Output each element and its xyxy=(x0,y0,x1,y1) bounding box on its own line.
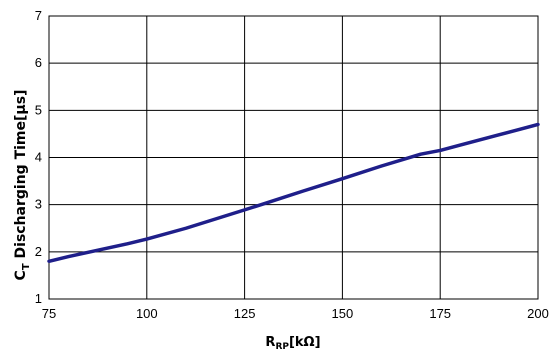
y-axis-label: CT Discharging Time[µs] xyxy=(13,90,32,281)
x-tick-label: 75 xyxy=(42,306,56,321)
y-tick-label: 4 xyxy=(35,150,42,165)
y-tick-label: 5 xyxy=(35,102,42,117)
y-axis-label-main: C xyxy=(13,270,29,280)
x-axis-label-sub: RP xyxy=(275,342,289,352)
x-tick-label: 175 xyxy=(429,306,451,321)
series-layer xyxy=(47,122,540,264)
tick-labels: 75 100 125 150 175 200 1 2 3 4 5 6 7 xyxy=(35,8,549,321)
series-line xyxy=(47,122,540,264)
x-axis-label-unit: [kΩ] xyxy=(289,335,321,350)
grid xyxy=(48,15,539,300)
x-tick-label: 100 xyxy=(136,306,158,321)
x-axis-label: RRP[kΩ] xyxy=(265,335,320,352)
x-tick-label: 125 xyxy=(234,306,256,321)
x-axis-label-main: R xyxy=(265,335,275,350)
y-tick-label: 7 xyxy=(35,8,42,23)
y-tick-label: 1 xyxy=(35,291,42,306)
y-tick-label: 3 xyxy=(35,197,42,212)
y-tick-label: 2 xyxy=(35,244,42,259)
x-tick-label: 150 xyxy=(332,306,354,321)
y-axis-label-rest: Discharging Time[µs] xyxy=(13,90,29,264)
y-tick-label: 6 xyxy=(35,55,42,70)
y-axis-label-sub: T xyxy=(21,263,32,270)
x-tick-label: 200 xyxy=(527,306,549,321)
